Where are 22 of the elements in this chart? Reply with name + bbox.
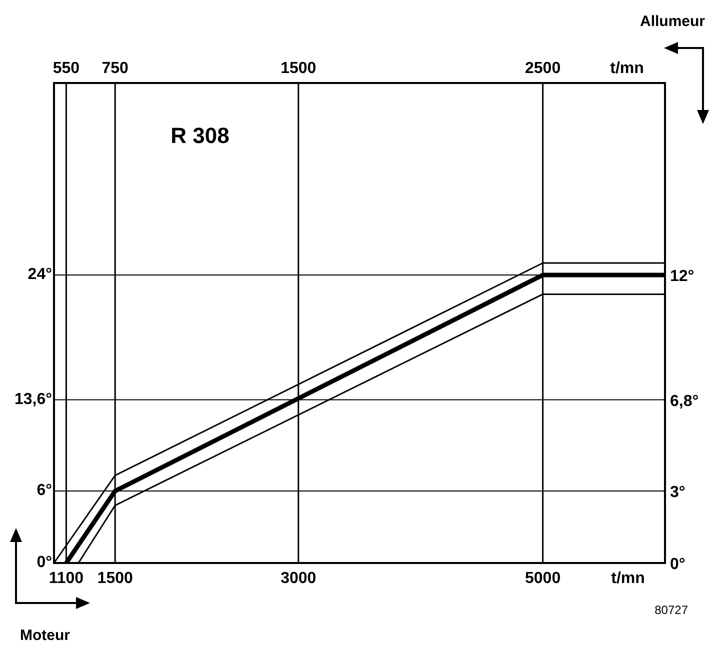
y-tick-label: 0° — [36, 554, 52, 571]
x2-tick-label: 1500 — [280, 60, 316, 77]
x-tick-label: 1500 — [97, 570, 133, 587]
text: t/mn — [611, 570, 645, 587]
x2-axis-title: Allumeur — [640, 13, 706, 30]
x-tick-label: 1100 — [48, 570, 84, 587]
y2-tick-label: 0° — [670, 556, 686, 573]
text: t/mn — [610, 60, 644, 77]
x2-tick-label: 550 — [52, 60, 80, 77]
y2-tick-label: 3° — [670, 484, 686, 501]
x-tick-label: 3000 — [280, 570, 316, 587]
x-axis-title: Moteur — [20, 627, 70, 644]
x-tick-label: 5000 — [525, 570, 561, 587]
text: 80727 — [654, 603, 688, 617]
y2-tick-label: 12° — [670, 268, 694, 285]
y-tick-label: 13,6° — [14, 390, 52, 408]
y-tick-label: 6° — [36, 482, 52, 499]
y-tick-label: 24° — [28, 266, 52, 283]
x2-tick-label: 2500 — [525, 60, 561, 77]
annotation: R 308 — [170, 123, 230, 148]
x2-tick-label: 750 — [102, 60, 129, 77]
y2-tick-label: 6,8° — [670, 392, 699, 410]
